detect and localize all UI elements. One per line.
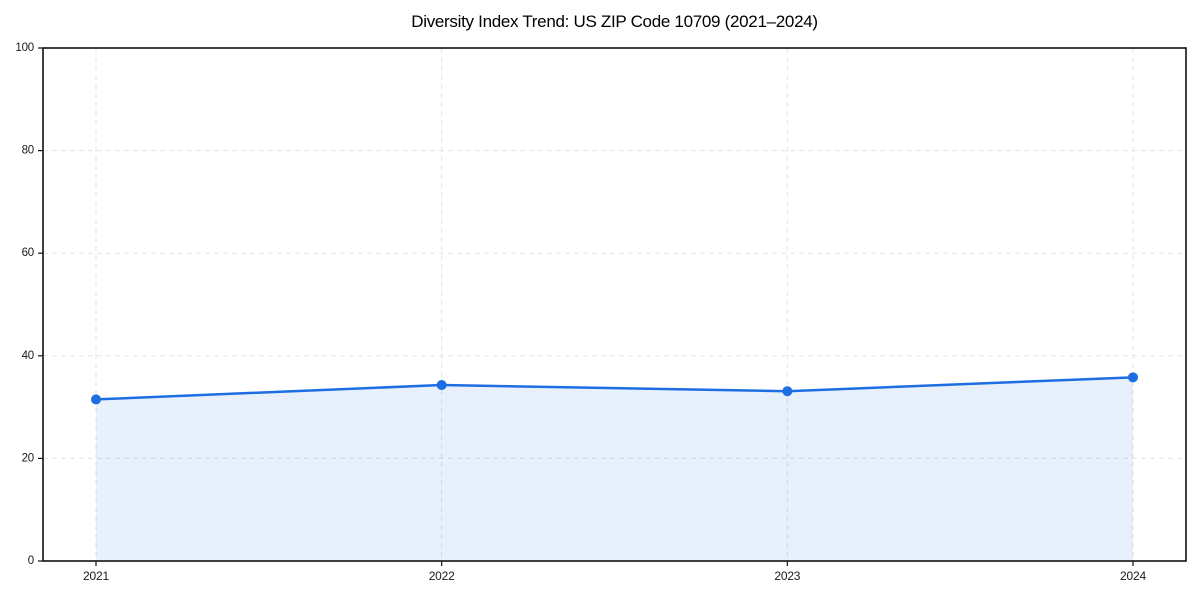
data-point — [91, 394, 101, 405]
x-tick-label: 2024 — [1120, 569, 1146, 583]
y-tick-label: 0 — [28, 555, 34, 567]
trend-line — [94, 376, 1135, 401]
y-tick-label: 100 — [15, 42, 34, 54]
y-tick-label: 60 — [22, 247, 34, 259]
data-point — [782, 386, 793, 397]
x-tick-label: 2022 — [429, 569, 455, 583]
y-tick-label: 20 — [22, 452, 34, 464]
data-point — [436, 380, 447, 391]
y-tick-label: 40 — [22, 350, 34, 362]
area-fill — [96, 377, 1133, 561]
plot-frame — [42, 47, 1187, 562]
y-tick-label: 80 — [22, 145, 34, 157]
chart-title: Diversity Index Trend: US ZIP Code 10709… — [411, 12, 818, 31]
x-tick-label: 2023 — [774, 569, 800, 583]
x-tick-label: 2021 — [83, 569, 109, 583]
data-point — [1128, 372, 1138, 383]
